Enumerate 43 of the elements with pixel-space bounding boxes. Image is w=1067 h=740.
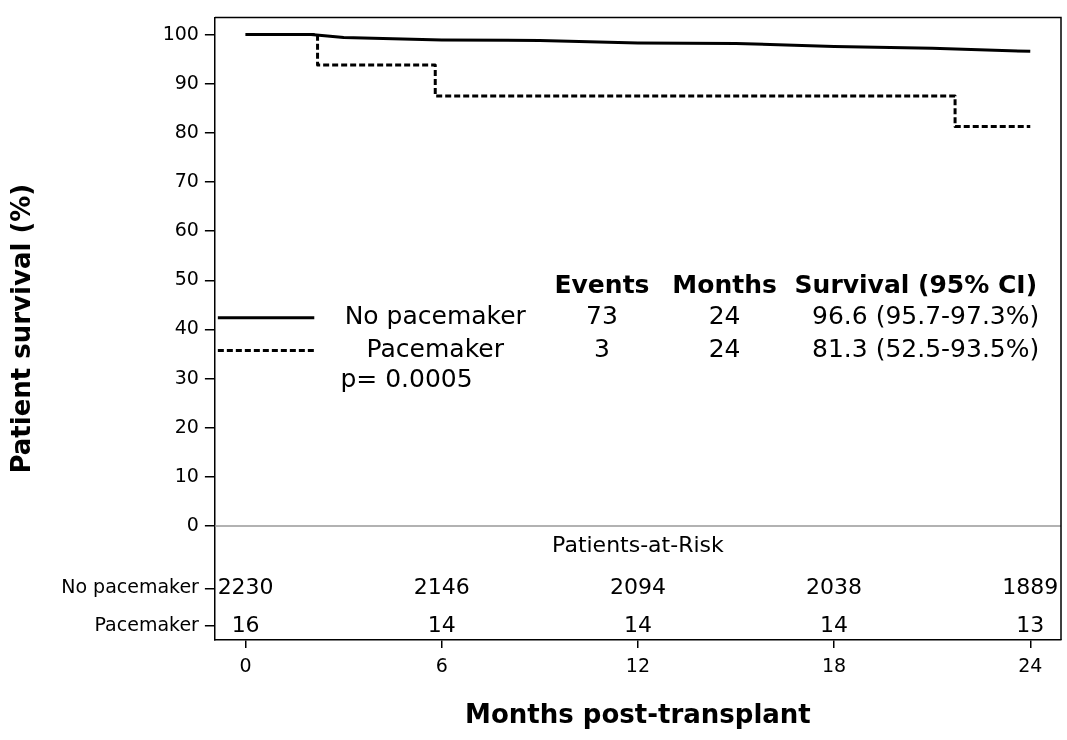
annotation: 16: [231, 611, 260, 637]
y-tick-label: 20: [174, 414, 199, 437]
annotation: 2230: [217, 574, 274, 600]
y-tick-label: 0: [186, 512, 199, 535]
y-tick-label: 90: [174, 70, 199, 93]
annotation: p= 0.0005: [340, 364, 473, 394]
y-tick-label: 60: [174, 218, 199, 241]
x-tick-label: 18: [822, 654, 847, 677]
y-tick-label: Pacemaker: [94, 613, 200, 636]
annotation: Survival (95% CI): [794, 269, 1038, 299]
y-tick-label: 50: [174, 267, 199, 290]
annotation: 14: [427, 611, 456, 637]
x-axis-title: Months post-transplant: [465, 699, 811, 730]
y-tick-label: 80: [174, 119, 199, 142]
y-tick-label: 40: [174, 316, 199, 339]
annotation: 73: [586, 301, 618, 331]
y-tick-label: 30: [174, 365, 199, 388]
x-tick-label: 6: [435, 654, 448, 677]
y-tick-label: 70: [174, 168, 199, 191]
annotation: Months: [672, 269, 777, 299]
legend-label: No pacemaker: [344, 301, 527, 331]
annotation: 81.3 (52.5-93.5%): [812, 334, 1040, 364]
y-axis-title: Patient survival (%): [6, 183, 37, 474]
y-tick-label: 10: [174, 463, 199, 486]
annotation: 2038: [806, 574, 863, 600]
y-tick-label: No pacemaker: [61, 575, 200, 598]
annotation: 3: [594, 334, 610, 364]
annotation: 14: [820, 611, 849, 637]
annotation: 96.6 (95.7-97.3%): [812, 301, 1040, 331]
annotation: 14: [623, 611, 652, 637]
x-tick-label: 24: [1018, 654, 1043, 677]
annotation: 13: [1016, 611, 1045, 637]
annotation: Patients-at-Risk: [552, 531, 725, 557]
annotation: 2146: [413, 574, 470, 600]
y-tick-label: 100: [162, 21, 199, 44]
x-tick-label: 0: [239, 654, 252, 677]
annotation: 2094: [609, 574, 666, 600]
annotation: Events: [554, 269, 650, 299]
annotation: 1889: [1002, 574, 1059, 600]
annotation: 24: [708, 301, 741, 331]
legend-label: Pacemaker: [366, 334, 505, 364]
annotation: 24: [708, 334, 741, 364]
x-tick-label: 12: [625, 654, 651, 677]
